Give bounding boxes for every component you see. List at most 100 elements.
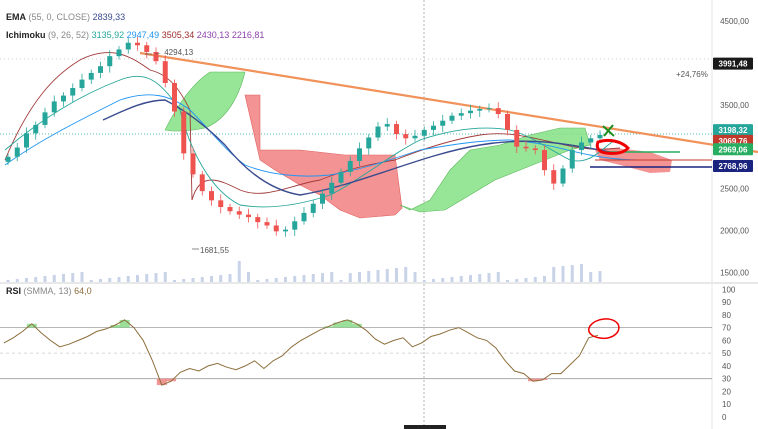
volume-bar <box>580 264 583 282</box>
volume-bar <box>348 273 352 282</box>
ichimoku-params: (9, 26, 52) <box>48 30 90 40</box>
volume-bar <box>293 276 297 282</box>
volume-bar <box>339 280 343 282</box>
candle-body <box>597 134 603 139</box>
candle-body <box>431 125 436 130</box>
volume-bar <box>589 272 593 282</box>
candle-body <box>514 129 520 147</box>
ichimoku-value-3: 3505,34 <box>161 30 195 40</box>
ema-legend[interactable]: EMA (55, 0, CLOSE) 2839,33 <box>6 12 125 22</box>
candle-body <box>236 211 242 215</box>
candle-body <box>366 137 372 149</box>
ichimoku-legend[interactable]: Ichimoku (9, 26, 52) 3135,92 2947,49 350… <box>6 30 264 40</box>
price-tag-label: 3991,48 <box>719 60 748 69</box>
rsi-legend[interactable]: RSI (SMMA, 13) 64,0 <box>6 286 92 296</box>
volume-bar <box>265 279 269 282</box>
candle-body <box>24 133 29 148</box>
ema-name: EMA <box>6 12 26 22</box>
candle-body <box>107 56 113 67</box>
rsi-tick-label: 80 <box>722 311 731 320</box>
candle-body <box>338 171 344 183</box>
volume-bar <box>450 277 454 282</box>
volume-bar <box>376 270 380 282</box>
volume-bar <box>210 276 213 282</box>
candle-body <box>246 214 251 218</box>
crosshair-time-marker <box>404 425 446 429</box>
candle-body <box>486 108 492 110</box>
rsi-oversold-fill <box>166 378 177 382</box>
rsi-tick-label: 50 <box>722 349 731 358</box>
candle-body <box>42 112 48 125</box>
candle-body <box>560 168 566 184</box>
volume-bar <box>385 269 389 282</box>
candle-body <box>116 49 122 57</box>
rsi-tick-label: 20 <box>722 387 731 396</box>
volume-bar <box>126 276 130 282</box>
rsi-tick-label: 70 <box>722 324 731 333</box>
price-tick-label: 1500,00 <box>720 268 749 277</box>
volume-bar <box>533 277 537 282</box>
kumo-bullish-2 <box>399 127 591 213</box>
tenkan-sen <box>4 75 616 208</box>
candle-body <box>310 203 316 213</box>
candle-body <box>292 221 298 230</box>
price-tick-label: 3500,00 <box>720 101 749 110</box>
kijun-sen <box>4 94 641 177</box>
candle-body <box>255 217 261 223</box>
volume-bar <box>25 278 28 282</box>
candle-body <box>394 124 399 135</box>
candle-body <box>375 126 381 138</box>
volume-bar <box>302 275 306 282</box>
volume-bar <box>422 280 426 282</box>
rsi-overbought-fill <box>119 319 130 328</box>
candle-body <box>264 222 270 226</box>
candle-body <box>135 42 140 46</box>
green-x-mark <box>602 124 615 137</box>
rsi-tick-label: 30 <box>722 375 731 384</box>
candle-body <box>144 45 150 52</box>
candle-body <box>199 174 205 192</box>
volume-bar <box>34 277 38 282</box>
volume-bar <box>395 268 398 282</box>
volume-bar <box>62 274 65 282</box>
candle-body <box>51 101 57 113</box>
volume-bar <box>71 273 75 282</box>
volume-bar <box>478 274 482 282</box>
price-tag-label: 3069,76 <box>719 137 748 146</box>
price-tick-label: 2000,00 <box>720 227 749 236</box>
volume-bar <box>330 272 334 282</box>
volume-bar <box>247 272 250 282</box>
candle-body <box>88 72 94 80</box>
candle-body <box>347 160 353 172</box>
hand-drawn-markers <box>588 124 631 340</box>
candle-body <box>227 207 233 212</box>
volume-bar <box>274 278 278 282</box>
candle-body <box>421 129 427 136</box>
rsi-tick-label: 10 <box>722 400 731 409</box>
candle-body <box>209 191 214 201</box>
volume-bar <box>570 265 574 282</box>
candle-body <box>412 135 418 139</box>
volume-bar <box>80 272 84 282</box>
candle-body <box>70 88 76 96</box>
candle-body <box>218 200 224 208</box>
volume-bar <box>367 271 371 282</box>
volume-bar <box>108 278 112 282</box>
chikou-span <box>4 52 621 201</box>
candle-body <box>79 79 85 89</box>
volume-bar <box>469 275 472 282</box>
price-tick-label: 2500,00 <box>720 185 749 194</box>
rsi-line <box>3 319 599 386</box>
price-tag-bg <box>713 143 753 156</box>
candle-body <box>505 114 510 130</box>
candle-body <box>477 108 483 111</box>
candle-body <box>579 142 584 151</box>
ichimoku-value-1: 3135,92 <box>91 30 125 40</box>
volume-bar <box>487 273 491 282</box>
rsi-overbought-fill <box>342 319 353 328</box>
volume-bar <box>43 276 47 282</box>
ema-value: 2839,33 <box>92 12 126 22</box>
candle-body <box>403 134 409 139</box>
